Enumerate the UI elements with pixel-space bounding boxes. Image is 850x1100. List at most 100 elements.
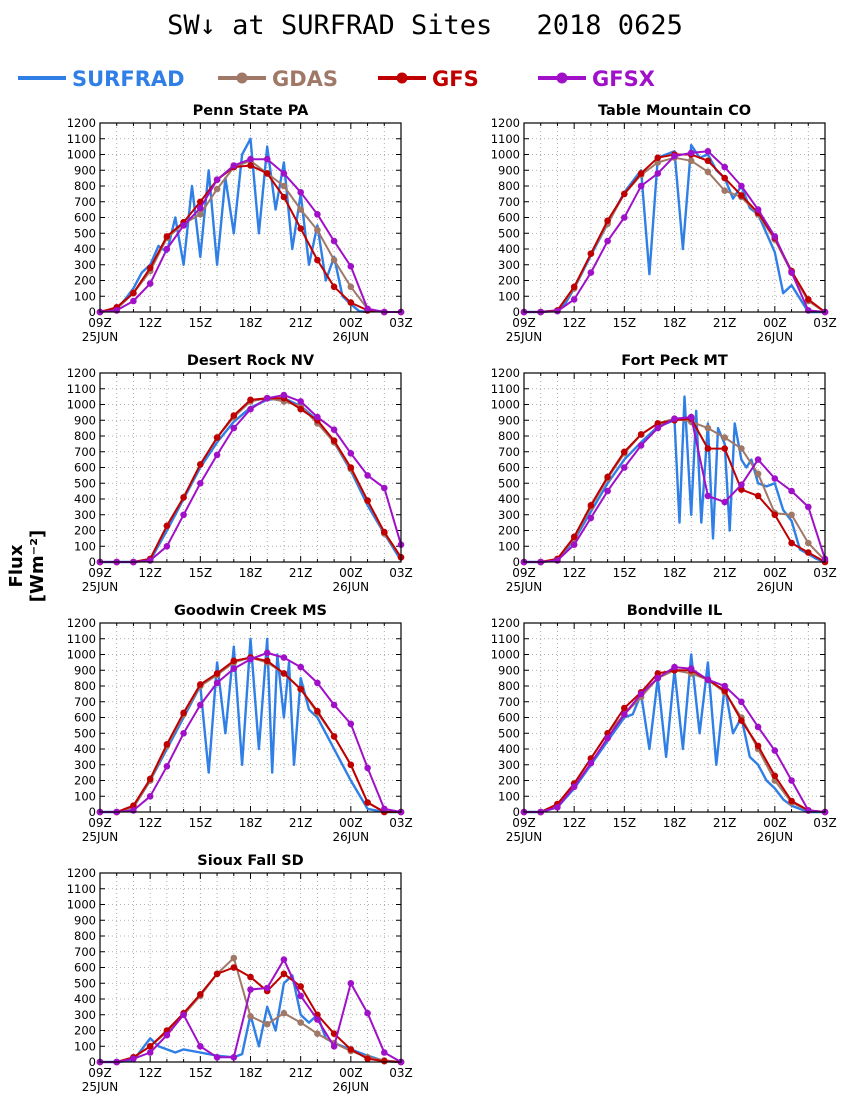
y-tick-label: 0 [513, 555, 520, 569]
data-point [381, 484, 388, 492]
y-tick-label: 900 [74, 163, 96, 177]
legend-marker [556, 72, 568, 84]
x-tick-label: 15Z [613, 566, 637, 580]
data-point [314, 707, 321, 715]
chart-panel: Desert Rock NV01002003004005006007008009… [67, 353, 413, 594]
data-point [805, 539, 812, 547]
chart-title: Goodwin Creek MS [174, 603, 327, 619]
data-point [297, 225, 305, 232]
y-tick-label: 300 [74, 758, 96, 772]
data-point [604, 217, 611, 224]
y-tick-label: 1000 [491, 148, 520, 162]
y-tick-label: 600 [74, 961, 96, 975]
plot-frame [523, 622, 826, 813]
data-point [704, 676, 712, 683]
y-tick-label: 900 [498, 663, 520, 677]
y-tick-label: 600 [498, 711, 520, 725]
data-point [113, 307, 120, 314]
series-gfsx [520, 413, 829, 566]
y-tick-label: 100 [74, 539, 96, 553]
data-point [771, 772, 779, 780]
data-point [314, 256, 321, 264]
data-point [297, 685, 305, 693]
data-point [587, 514, 595, 522]
data-point [570, 283, 578, 291]
data-point [704, 148, 712, 155]
y-tick-label: 1200 [67, 866, 96, 880]
y-tick-label: 1000 [67, 648, 96, 662]
data-point [263, 657, 271, 665]
x-tick-label: 03Z [813, 816, 837, 830]
data-point [570, 541, 578, 548]
x-tick-label: 18Z [663, 316, 687, 330]
data-point [297, 983, 305, 990]
data-point [213, 185, 221, 193]
y-tick-label: 500 [498, 226, 520, 240]
data-point [330, 437, 338, 445]
data-point [587, 250, 595, 257]
data-point [230, 412, 238, 419]
series-line [524, 395, 826, 564]
data-point [788, 511, 795, 519]
data-point [130, 1055, 137, 1063]
y-tick-label: 800 [498, 179, 520, 193]
data-point [687, 413, 695, 421]
x-tick-label: 15Z [613, 316, 637, 330]
data-point [330, 1043, 338, 1050]
data-point [263, 649, 271, 657]
y-tick-label: 200 [74, 774, 96, 788]
y-tick-label: 800 [74, 429, 96, 443]
y-tick-label: 0 [89, 1055, 96, 1069]
data-point [180, 730, 187, 737]
y-tick-label: 100 [498, 289, 520, 303]
data-point [130, 807, 137, 814]
data-point [721, 445, 728, 452]
data-point [704, 445, 712, 452]
y-tick-label: 1200 [491, 366, 520, 380]
y-tick-label: 700 [498, 445, 520, 459]
y-tick-label: 700 [74, 445, 96, 459]
y-tick-label: 400 [498, 242, 520, 256]
series-line [100, 637, 401, 814]
data-point [364, 497, 371, 504]
plot-frame [523, 122, 826, 313]
x-date-label: 25JUN [506, 830, 543, 844]
data-point [364, 799, 371, 806]
data-point [263, 394, 271, 402]
data-point [671, 663, 678, 671]
data-point [146, 1049, 154, 1056]
x-tick-label: 03Z [813, 566, 837, 580]
data-point [180, 1011, 187, 1019]
plot-frame [99, 872, 402, 1063]
data-point [180, 494, 187, 501]
data-point [788, 487, 795, 495]
y-tick-label: 1200 [491, 616, 520, 630]
data-point [621, 190, 628, 198]
y-tick-label: 800 [74, 929, 96, 943]
y-tick-label: 400 [498, 742, 520, 756]
chart-panel: Goodwin Creek MS010020030040050060070080… [67, 603, 413, 844]
data-point [330, 1030, 338, 1037]
x-tick-label: 09Z [88, 566, 112, 580]
data-point [197, 701, 204, 709]
data-point [330, 283, 338, 291]
data-point [330, 733, 338, 740]
plot-frame [99, 372, 402, 563]
x-date-label: 26JUN [333, 1080, 370, 1094]
plot-area [100, 873, 401, 1062]
page-title: SW↓ at SURFRAD Sites 2018 0625 [0, 10, 850, 41]
data-point [280, 670, 288, 677]
data-point [721, 174, 728, 182]
data-point [297, 992, 305, 1000]
data-point [330, 701, 338, 709]
data-point [230, 954, 238, 962]
data-point [364, 472, 371, 479]
x-tick-label: 12Z [562, 566, 586, 580]
data-point [146, 793, 154, 800]
data-point [247, 655, 254, 663]
y-tick-label: 1200 [67, 116, 96, 130]
data-point [654, 420, 662, 427]
legend-item-gdas: GDAS [218, 67, 338, 91]
y-tick-label: 400 [74, 492, 96, 506]
